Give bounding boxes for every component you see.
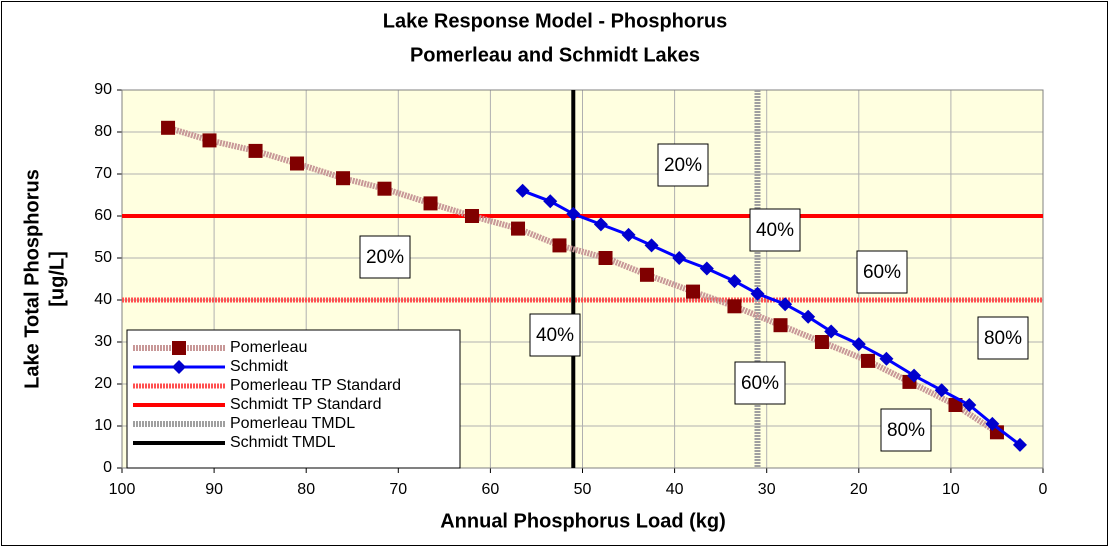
legend-label: Pomerleau TP Standard [230,377,401,394]
marker [962,398,977,412]
marker [515,183,530,198]
marker [727,274,742,289]
x-axis-title: Annual Phosphorus Load (kg) [440,510,726,532]
marker [566,206,581,221]
x-tick-label: 60 [482,481,500,498]
x-tick-label: 70 [389,481,407,498]
y-tick-label: 40 [94,291,112,308]
y-axis-title: Lake Total Phosphorus [21,169,43,389]
marker [161,120,176,135]
marker [543,194,558,209]
x-tick-label: 40 [666,481,684,498]
annotation-box [529,313,581,357]
y-tick-label: 90 [94,81,112,98]
marker [773,318,788,333]
marker [851,337,866,352]
marker [985,416,1000,431]
x-tick-label: 50 [574,481,592,498]
annotation-box [856,250,908,294]
x-tick-label: 0 [1039,481,1048,498]
chart-subtitle: Pomerleau and Schmidt Lakes [410,44,700,66]
marker [172,360,186,374]
annotation: 20% [366,247,404,268]
chart-title: Lake Response Model - Phosphorus [383,10,728,32]
marker [172,341,186,355]
legend-label: Pomerleau TMDL [230,415,355,432]
annotation-box [880,408,932,452]
legend-label: Schmidt TP Standard [230,396,382,413]
y-tick-label: 20 [94,375,112,392]
annotation: 20% [664,155,702,176]
marker [336,171,351,186]
annotation: 80% [984,328,1022,349]
legend-label: Schmidt TMDL [230,434,336,451]
marker [423,196,438,211]
annotation: 80% [887,420,925,441]
y-tick-label: 80 [94,123,112,140]
marker [801,309,816,324]
x-tick-label: 100 [109,481,136,498]
annotation-box [734,361,786,405]
marker [598,251,613,265]
annotation: 40% [536,325,574,346]
y-axis-title: [ug/L] [46,251,68,307]
marker [593,217,608,232]
marker [202,133,217,148]
legend-label: Schmidt [230,358,288,375]
marker [621,227,636,242]
plot-border [121,89,1044,469]
annotation-box [359,235,411,279]
marker [750,286,765,301]
x-tick-label: 10 [942,481,960,498]
marker [861,353,876,368]
marker [248,143,263,158]
annotation: 60% [863,262,901,283]
marker [639,267,654,282]
marker [699,261,714,276]
marker [289,156,304,171]
marker [727,299,742,314]
annotation: 40% [756,220,794,241]
x-tick-label: 90 [205,481,223,498]
x-tick-label: 80 [297,481,315,498]
marker [907,368,922,383]
marker [672,251,687,265]
x-tick-label: 30 [758,481,776,498]
marker [934,383,949,398]
annotation-box [749,208,801,252]
marker [377,181,392,196]
y-tick-label: 50 [94,249,112,266]
series-line [167,124,999,435]
marker [879,351,894,366]
marker [644,238,659,253]
marker [778,297,793,312]
marker [686,284,701,299]
marker [511,221,526,236]
marker [948,398,963,412]
y-tick-label: 0 [103,459,112,476]
marker [824,324,839,339]
marker [552,238,567,253]
y-tick-label: 70 [94,165,112,182]
y-tick-label: 10 [94,417,112,434]
y-tick-label: 60 [94,207,112,224]
marker [814,335,829,349]
annotation: 60% [741,373,779,394]
annotation-box [657,143,709,187]
y-tick-label: 30 [94,333,112,350]
marker [464,209,479,223]
annotation-box [977,316,1029,360]
x-tick-label: 20 [850,481,868,498]
marker [1012,437,1027,452]
legend-label: Pomerleau [230,339,307,356]
